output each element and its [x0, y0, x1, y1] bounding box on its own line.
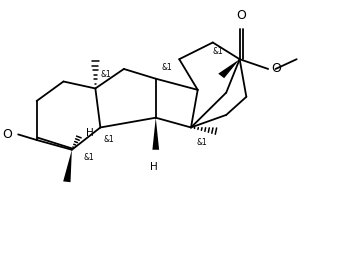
- Text: O: O: [236, 10, 246, 22]
- Polygon shape: [152, 118, 159, 150]
- Text: H: H: [86, 128, 94, 138]
- Text: &1: &1: [100, 70, 111, 79]
- Text: &1: &1: [84, 153, 94, 162]
- Text: H: H: [150, 162, 158, 172]
- Text: &1: &1: [162, 63, 173, 72]
- Polygon shape: [218, 59, 240, 78]
- Text: O: O: [2, 128, 12, 141]
- Text: O: O: [271, 62, 281, 74]
- Text: &1: &1: [212, 47, 223, 56]
- Polygon shape: [63, 150, 72, 182]
- Text: &1: &1: [196, 138, 207, 147]
- Text: &1: &1: [104, 135, 115, 144]
